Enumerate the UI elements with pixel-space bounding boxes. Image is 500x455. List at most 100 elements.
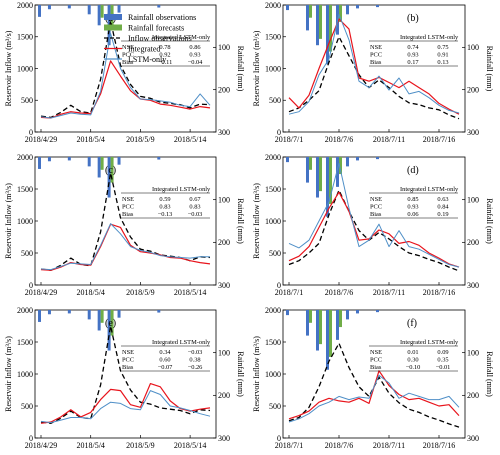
- rainfall-observation-bar: [286, 157, 289, 163]
- stats-header: Integrated: [152, 34, 179, 41]
- rainfall-forecast-bar: [319, 310, 322, 345]
- rainfall-forecast-bar: [329, 310, 332, 357]
- x-tick-label: 2018/5/4: [76, 441, 104, 450]
- rainfall-observation-bar: [117, 310, 121, 318]
- y2-tick-label: 200: [467, 85, 479, 94]
- y-axis-label: Reservoir Inflow (m³/s): [252, 30, 261, 106]
- stats-cell: −0.13: [158, 211, 173, 218]
- stats-cell: Bias: [370, 211, 382, 218]
- plot-frame: [282, 156, 466, 286]
- stats-cell: 0.93: [189, 52, 200, 59]
- x-tick-label: 2018/7/11: [373, 135, 405, 144]
- y-tick-label: 1000: [265, 217, 281, 226]
- stats-header: Integrated: [152, 339, 179, 346]
- y-tick-label: 0: [29, 434, 33, 443]
- x-tick-label: 2018/5/9: [126, 135, 154, 144]
- y-tick-label: 0: [277, 281, 281, 290]
- x-tick-label: 2018/4/29: [25, 288, 57, 297]
- rainfall-forecast-bar: [339, 310, 342, 328]
- stats-cell: 0.35: [437, 357, 448, 364]
- stats-cell: PCC: [370, 204, 382, 211]
- chart-panel-e: 0 500 1000 1500 2000 100 200 300 2018/4/29 2018/5…: [4, 306, 245, 450]
- stats-cell: Bias: [122, 59, 134, 66]
- y-tick-label: 1000: [17, 217, 33, 226]
- rainfall-observation-bar: [87, 310, 91, 320]
- rainfall-observation-bar: [157, 310, 161, 313]
- rainfall-forecast-bar: [110, 157, 114, 183]
- y2-axis-label: Rainfall (mm): [485, 198, 494, 244]
- x-tick-label: 2018/5/9: [126, 288, 154, 297]
- plot-frame: [282, 4, 466, 133]
- stats-cell: NSE: [370, 349, 382, 356]
- y-tick-label: 1500: [17, 33, 33, 42]
- y2-tick-label: 200: [218, 391, 230, 400]
- y2-axis-label: Rainfall (mm): [236, 351, 245, 397]
- stats-cell: PCC: [370, 357, 382, 364]
- x-tick-label: 2018/4/29: [25, 441, 57, 450]
- x-tick-label: 2018/7/6: [325, 441, 353, 450]
- y-tick-label: 0: [277, 434, 281, 443]
- y2-tick-label: 300: [467, 281, 479, 290]
- rainfall-forecast-bar: [110, 310, 114, 336]
- y-tick-label: 2000: [17, 1, 33, 10]
- series-line-inflow-observations: [40, 325, 211, 424]
- rainfall-forecast-bar: [100, 5, 104, 18]
- rainfall-forecast-bar: [309, 5, 312, 18]
- panel-label: (b): [407, 13, 419, 24]
- y-axis-label: Reservoir Inflow (m³/s): [252, 183, 261, 259]
- stats-cell: 0.30: [407, 357, 418, 364]
- legend-label-4: LSTM-only: [128, 55, 166, 64]
- panel-label: (d): [407, 165, 419, 176]
- legend-label-2: Inflow observations: [128, 34, 192, 43]
- rainfall-observation-bar: [67, 310, 71, 314]
- x-tick-label: 2018/7/11: [373, 288, 405, 297]
- y2-axis-label: Rainfall (mm): [485, 351, 494, 397]
- rainfall-observation-bar: [38, 310, 41, 322]
- y-tick-label: 2000: [265, 1, 281, 10]
- y-tick-label: 1500: [17, 185, 33, 194]
- rainfall-observation-bar: [117, 5, 121, 13]
- series-line-integrated: [288, 18, 460, 115]
- x-tick-label: 2018/7/1: [275, 288, 303, 297]
- series-line-lstm-only: [288, 162, 460, 268]
- rainfall-observation-bar: [47, 5, 51, 10]
- stats-cell: NSE: [370, 196, 382, 203]
- rainfall-observation-bar: [326, 310, 329, 370]
- legend-swatch-1: [104, 24, 122, 31]
- y2-axis-label: Rainfall (mm): [236, 198, 245, 244]
- stats-cell: 0.91: [437, 52, 448, 59]
- rainfall-observation-bar: [326, 5, 329, 65]
- rainfall-observation-bar: [316, 157, 319, 198]
- rainfall-observation-bar: [117, 157, 121, 165]
- y-tick-label: 0: [29, 128, 33, 137]
- y2-tick-label: 100: [467, 43, 479, 52]
- rainfall-forecast-bar: [100, 157, 104, 170]
- y-tick-label: 1500: [17, 338, 33, 347]
- plot-frame: [282, 309, 466, 439]
- stats-header: LSTM-only: [180, 339, 211, 346]
- y-tick-label: 500: [269, 402, 281, 411]
- y-tick-label: 500: [269, 249, 281, 258]
- series-line-lstm-only: [40, 390, 211, 424]
- rainfall-observation-bar: [326, 157, 329, 217]
- x-tick-label: 2018/4/29: [25, 135, 57, 144]
- rainfall-observation-bar: [376, 310, 379, 313]
- chart-panel-a: 0 500 1000 1500 2000 100 200 300 2018/4/29 2018/5…: [4, 1, 245, 144]
- panel-label: (c): [105, 165, 116, 176]
- series-line-integrated: [40, 383, 211, 424]
- y-tick-label: 0: [277, 128, 281, 137]
- stats-header: LSTM-only: [180, 34, 211, 41]
- stats-cell: 0.63: [437, 196, 448, 203]
- stats-cell: 0.93: [407, 204, 418, 211]
- stats-cell: −0.07: [158, 364, 174, 371]
- rainfall-observation-bar: [157, 157, 161, 160]
- rainfall-observation-bar: [356, 157, 359, 161]
- stats-cell: −0.10: [406, 364, 421, 371]
- stats-header: Integrated: [400, 34, 427, 41]
- x-tick-label: 2018/5/4: [76, 135, 104, 144]
- rainfall-observation-bar: [336, 310, 339, 340]
- rainfall-observation-bar: [306, 5, 309, 31]
- stats-header: LSTM-only: [428, 186, 459, 193]
- rainfall-forecast-bar: [309, 310, 312, 323]
